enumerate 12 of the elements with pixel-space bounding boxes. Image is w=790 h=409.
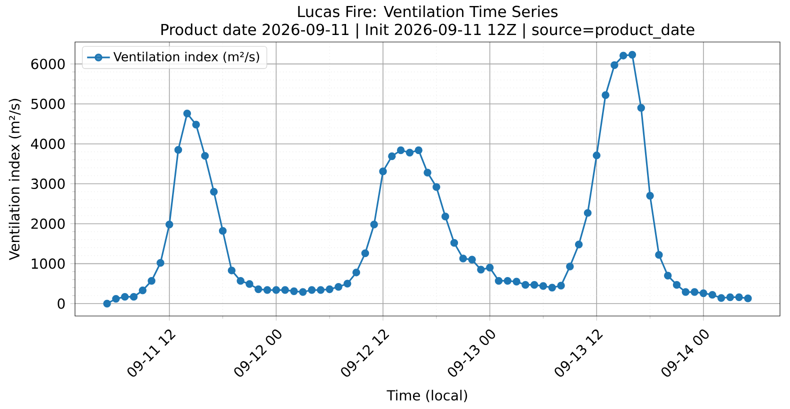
y-tick-label: 1000 [32,258,65,269]
y-axis-title: Ventilation index (m²/s) [8,98,22,260]
y-tick-label: 0 [58,298,65,309]
y-tick-label: 4000 [31,138,65,150]
chart-subtitle: Product date 2026-09-11 | Init 2026-09-11 12Z | source=product_date [161,23,694,39]
y-tick-label: 5000 [31,98,65,110]
legend-label: Ventilation index (m²/s) [113,52,260,63]
x-axis-title: Time (local) [386,390,468,402]
chart-title: Lucas Fire: Ventilation Time Series [298,5,558,18]
y-tick-label: 3000 [31,178,65,190]
y-tick-label: 2000 [31,218,65,229]
y-tick-label: 6000 [31,58,65,70]
